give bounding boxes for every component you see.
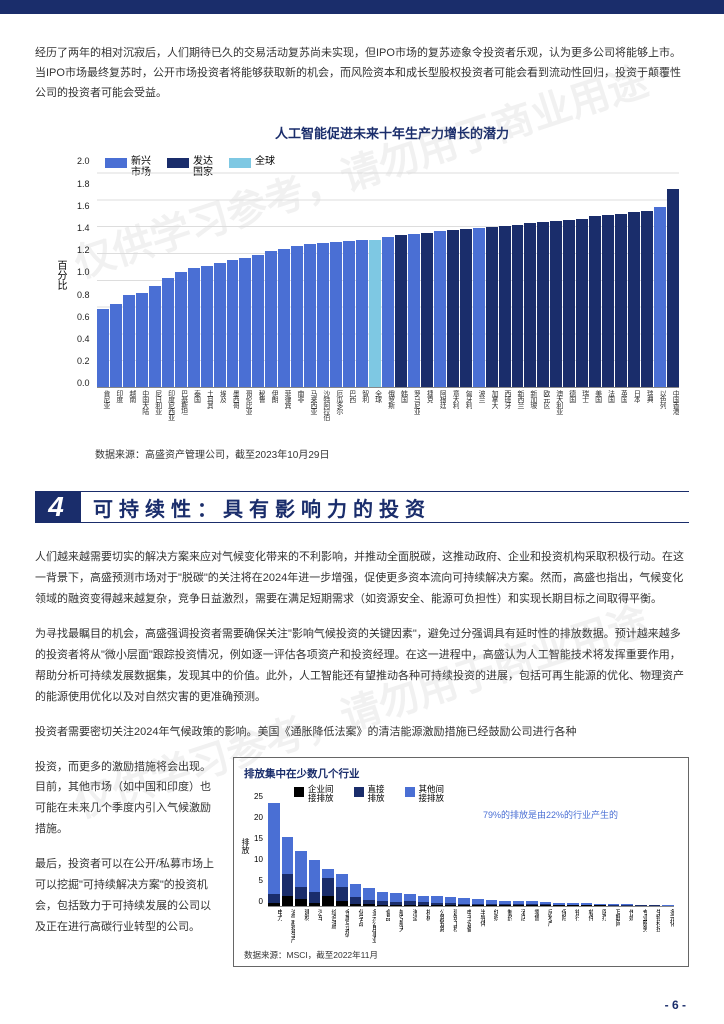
- chart1: 新兴市场发达国家全球 百分比 2.01.81.61.41.21.00.80.60…: [35, 150, 689, 440]
- bottom-left-text: 投资，而更多的激励措施将会出现。目前，其他市场（如中国和印度）也可能在未来几个季…: [35, 757, 215, 938]
- chart1-bars: [97, 156, 679, 388]
- chart2-title: 排放集中在少数几个行业: [244, 766, 678, 781]
- chart2-bars: [268, 792, 674, 907]
- page-number: - 6 -: [665, 998, 686, 1012]
- section-title: 可持续性：具有影响力的投资: [81, 491, 689, 523]
- page-content: 经历了两年的相对沉寂后，人们期待已久的交易活动复苏尚未实现，但IPO市场的复苏迹…: [0, 14, 724, 967]
- chart2-yaxis: 2520151050: [254, 792, 263, 907]
- bottom-para-1: 投资，而更多的激励措施将会出现。目前，其他市场（如中国和印度）也可能在未来几个季…: [35, 757, 215, 841]
- chart1-yaxis: 2.01.81.61.41.21.00.80.60.40.20.0: [77, 156, 90, 388]
- chart2-source: 数据来源：MSCI，截至2022年11月: [244, 949, 378, 961]
- chart1-ylabel: 百分比: [53, 260, 68, 290]
- paragraph-1: 人们越来越需要切实的解决方案来应对气候变化带来的不利影响，并推动全面脱碳，这推动…: [35, 547, 689, 610]
- top-accent-bar: [0, 0, 724, 14]
- section-header: 4 可持续性：具有影响力的投资: [35, 491, 689, 523]
- paragraph-2: 为寻找最瞩目的机会，高盛强调投资者需要确保关注"影响气候投资的关键因素"，避免过…: [35, 624, 689, 708]
- intro-paragraph: 经历了两年的相对沉寂后，人们期待已久的交易活动复苏尚未实现，但IPO市场的复苏迹…: [35, 44, 689, 103]
- chart2-ylabel: 排放: [240, 838, 251, 854]
- bottom-para-2: 最后，投资者可以在公开/私募市场上可以挖掘"可持续解决方案"的投资机会，包括致力…: [35, 854, 215, 938]
- chart1-source: 数据来源：高盛资产管理公司，截至2023年10月29日: [95, 446, 689, 461]
- section-number: 4: [35, 491, 81, 523]
- chart2: 排放集中在少数几个行业 企业间接排放直接排放其他间接排放 79%的排放是由22%…: [233, 757, 689, 967]
- chart1-title: 人工智能促进未来十年生产力增长的潜力: [95, 123, 689, 142]
- paragraph-3: 投资者需要密切关注2024年气候政策的影响。美国《通胀降低法案》的清洁能源激励措…: [35, 722, 689, 743]
- chart2-xlabels: 电力油气勘探生产建材汽车综合油气金属与采矿化学品多元公用事业食品航空航天海运机械…: [268, 909, 674, 947]
- bottom-section: 投资，而更多的激励措施将会出现。目前，其他市场（如中国和印度）也可能在未来几个季…: [35, 757, 689, 967]
- chart1-xlabels: 肯尼亚印度越南中国大陆尼日利亚印度尼西亚巴基斯坦泰国土耳其埃及墨西哥哥伦比亚秘鲁…: [97, 390, 679, 438]
